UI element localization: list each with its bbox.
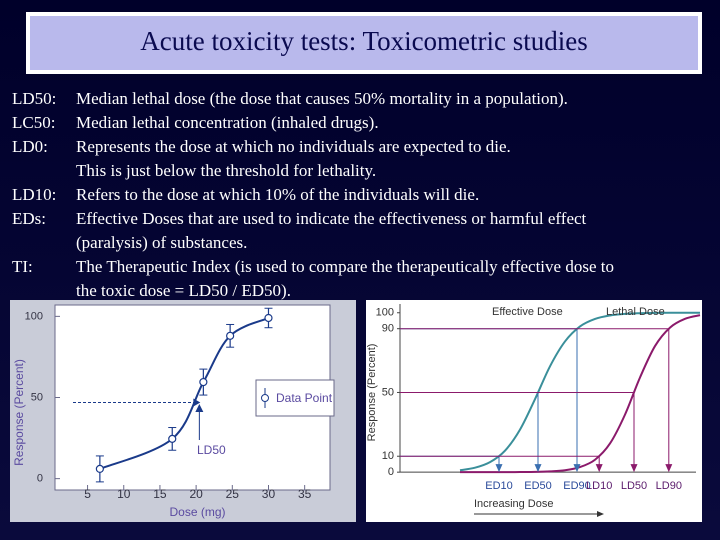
definition-text: Refers to the dose at which 10% of the i… [76,185,479,204]
title: Acute toxicity tests: Toxicometric studi… [140,26,588,56]
definition-term: LD0: [12,137,48,156]
arrowhead [193,398,201,407]
definitions: LD50: Median lethal dose (the dose that c… [12,89,614,300]
definition-term: TI: [12,257,33,276]
y-axis-label: Response (Percent) [12,359,26,466]
arrowhead [534,464,542,473]
legend-label: Effective Dose [492,306,563,318]
title-box [26,12,702,74]
y-axis-label: Response (Percent) [366,344,378,442]
y-tick-label: 0 [37,473,43,485]
y-tick-label: 0 [388,466,394,478]
data-point [95,464,104,474]
dose-label: LD50 [621,480,647,492]
y-tick-label: 50 [382,386,394,398]
dose-label: LD90 [656,480,682,492]
definition-text: Median lethal dose (the dose that causes… [76,89,568,108]
annotation: LD50 [197,443,226,457]
x-axis-label: Dose (mg) [169,505,225,519]
x-axis-label: Increasing Dose [474,498,554,510]
definition-term: LC50: [12,113,55,132]
dose-label: ED90 [563,480,591,492]
definition-text: The Therapeutic Index (is used to compar… [76,257,614,276]
x-tick-label: 10 [117,487,131,501]
arrowhead [630,464,638,473]
data-point [226,331,235,340]
y-tick-label: 90 [382,323,394,335]
x-tick-label: 20 [189,487,203,501]
y-tick-label: 100 [25,310,43,322]
data-point [168,434,177,443]
definition-term: LD50: [12,89,56,108]
chart-response: 0 50 100 5 10 15 20 25 30 35 Dose (mg) Response (Pe… [12,304,335,519]
dose-label: ED50 [524,480,552,492]
arrowhead [195,404,204,412]
definition-text: the toxic dose = LD50 / ED50). [76,281,291,300]
figure-panel [366,300,702,522]
arrowhead [495,464,503,473]
legend-symbol [261,394,269,402]
dose-label: LD10 [586,480,612,492]
series-line [460,314,701,474]
legend-label: Lethal Dose [606,306,665,318]
arrowhead [665,464,673,473]
x-tick-label: 15 [153,487,167,501]
y-tick-label: 10 [382,450,394,462]
x-tick-label: 30 [262,487,276,501]
definition-text: Median lethal concentration (inhaled dru… [76,113,379,132]
definition-text: (paralysis) of substances. [76,233,247,252]
chart-dose-comparison: 0 10 50 90 100 Response (Percent) Increasing D… [366,304,701,517]
arrowhead [597,511,604,517]
dose-label: ED10 [485,480,513,492]
definition-text: Effective Doses that are used to indicat… [76,209,587,228]
data-point [264,313,273,323]
definition-term: LD10: [12,185,56,204]
x-tick-label: 5 [84,487,91,501]
data-point [199,377,208,387]
definition-text: Represents the dose at which no individu… [76,137,511,156]
arrowhead [573,464,581,473]
legend-label: Data Point [276,391,333,405]
series-line [459,311,700,472]
definition-term: EDs: [12,209,46,228]
arrowhead [595,464,603,473]
y-tick-label: 100 [376,307,394,319]
definition-text: This is just below the threshold for let… [76,161,376,180]
x-tick-label: 35 [298,487,312,501]
x-tick-label: 25 [226,487,240,501]
y-tick-label: 50 [31,391,43,403]
